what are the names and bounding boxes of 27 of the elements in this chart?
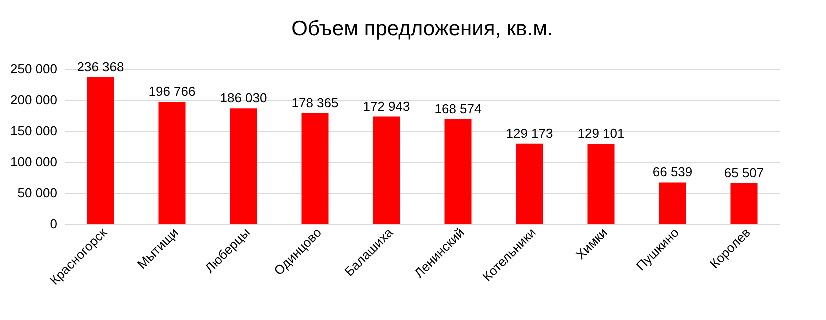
- bar: [659, 182, 686, 224]
- bar: [373, 116, 400, 224]
- bar: [302, 113, 329, 224]
- bar: [588, 144, 615, 224]
- y-tick-label: 250 000: [10, 62, 58, 76]
- data-label: 172 943: [363, 98, 410, 114]
- data-label: 178 365: [292, 95, 339, 110]
- bar: [730, 183, 758, 224]
- data-label: 129 173: [506, 126, 554, 141]
- data-label: 236 368: [77, 59, 124, 74]
- bar: [230, 108, 258, 224]
- data-label: 196 766: [148, 84, 196, 100]
- data-label: 65 507: [724, 165, 764, 180]
- bar: [87, 77, 114, 224]
- bar: [158, 102, 186, 224]
- data-label: 66 539: [652, 164, 693, 180]
- data-label: 186 030: [220, 90, 268, 106]
- y-tick-label: 200 000: [10, 92, 58, 108]
- y-tick-label: 0: [50, 216, 58, 232]
- y-tick-label: 150 000: [10, 124, 58, 138]
- data-label: 129 101: [578, 126, 625, 141]
- y-tick-label: 100 000: [10, 154, 58, 170]
- data-label: 168 574: [434, 101, 482, 116]
- y-tick-label: 50 000: [18, 186, 58, 200]
- bar: [444, 119, 472, 224]
- chart-title: Объем предложения, кв.м.: [292, 17, 554, 40]
- bar: [516, 144, 544, 224]
